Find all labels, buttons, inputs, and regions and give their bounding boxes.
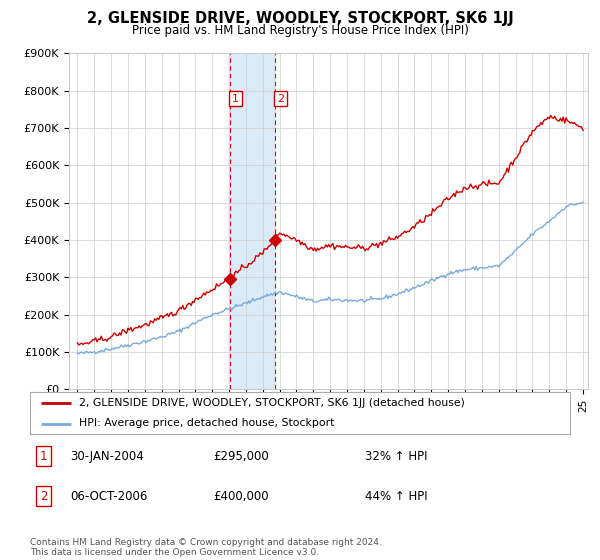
Text: 2, GLENSIDE DRIVE, WOODLEY, STOCKPORT, SK6 1JJ: 2, GLENSIDE DRIVE, WOODLEY, STOCKPORT, S… (86, 11, 514, 26)
Text: 2, GLENSIDE DRIVE, WOODLEY, STOCKPORT, SK6 1JJ (detached house): 2, GLENSIDE DRIVE, WOODLEY, STOCKPORT, S… (79, 398, 464, 408)
Text: 32% ↑ HPI: 32% ↑ HPI (365, 450, 427, 463)
Text: 06-OCT-2006: 06-OCT-2006 (71, 490, 148, 503)
Bar (230, 53, 275, 389)
Text: Price paid vs. HM Land Registry's House Price Index (HPI): Price paid vs. HM Land Registry's House … (131, 24, 469, 36)
Text: Contains HM Land Registry data © Crown copyright and database right 2024.
This d: Contains HM Land Registry data © Crown c… (30, 538, 382, 557)
Text: £400,000: £400,000 (214, 490, 269, 503)
Text: 1: 1 (40, 450, 47, 463)
Text: HPI: Average price, detached house, Stockport: HPI: Average price, detached house, Stoc… (79, 418, 334, 428)
Text: 44% ↑ HPI: 44% ↑ HPI (365, 490, 427, 503)
Text: 30-JAN-2004: 30-JAN-2004 (71, 450, 144, 463)
Text: 2: 2 (277, 94, 284, 104)
Text: £295,000: £295,000 (214, 450, 269, 463)
Text: 2: 2 (40, 490, 47, 503)
Text: 1: 1 (232, 94, 239, 104)
